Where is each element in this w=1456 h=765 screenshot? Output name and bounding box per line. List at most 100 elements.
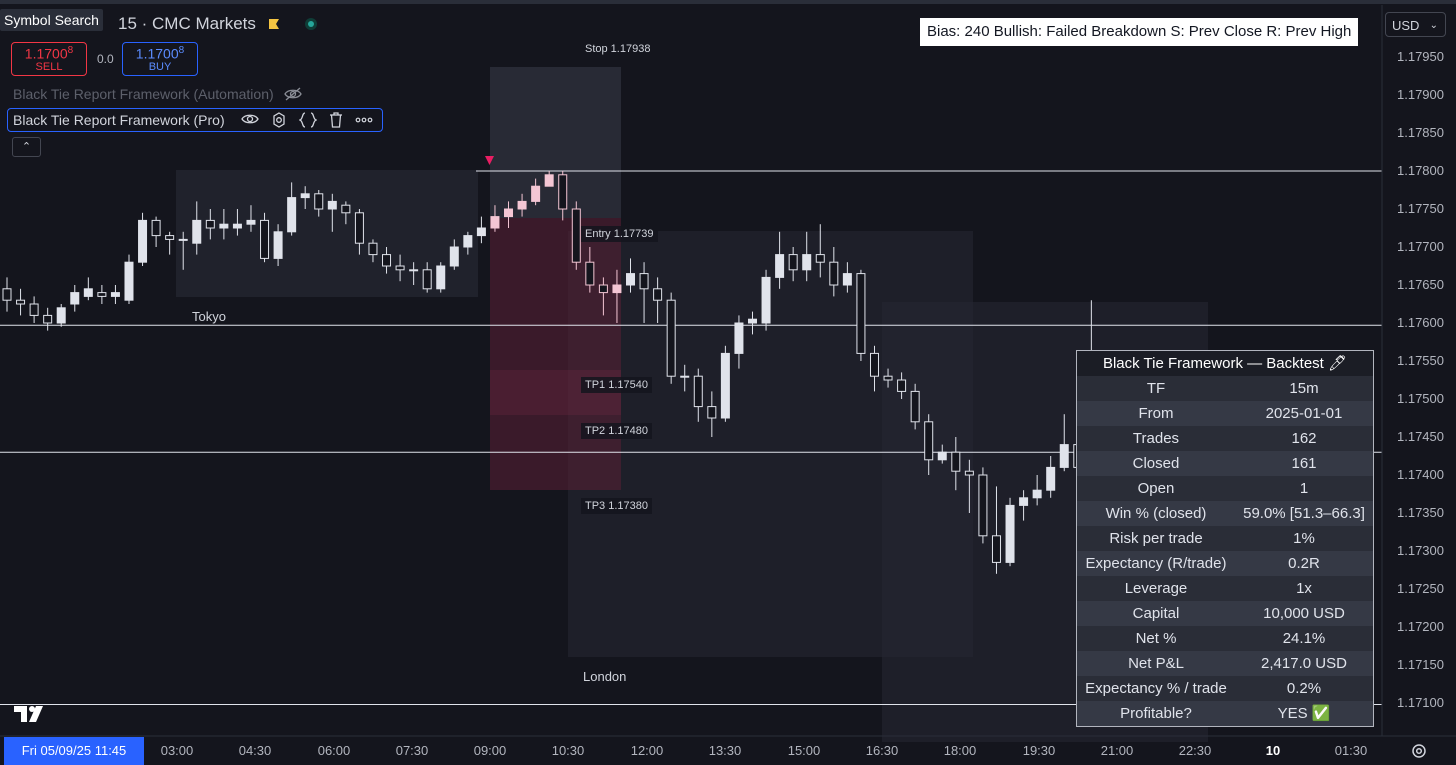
eye-hidden-icon[interactable] — [283, 87, 302, 101]
time-axis-label: 04:30 — [238, 743, 272, 758]
candlestick — [260, 212, 270, 263]
collapse-indicators-button[interactable]: ⌃ — [12, 137, 41, 157]
backtest-row: TF 15m — [1077, 376, 1373, 401]
candlestick — [273, 224, 283, 266]
candlestick — [382, 247, 392, 274]
candlestick — [463, 231, 473, 255]
candlestick — [97, 285, 107, 304]
tokyo-session-label: Tokyo — [192, 309, 226, 324]
backtest-row: Risk per trade 1% — [1077, 526, 1373, 551]
chevron-up-icon: ⌃ — [21, 141, 32, 153]
candlestick — [110, 285, 120, 304]
candlestick — [70, 285, 80, 312]
indicator-pro[interactable]: Black Tie Report Framework (Pro) — [7, 108, 383, 132]
price-axis-label: 1.17950 — [1397, 49, 1444, 64]
backtest-metric-label: Win % (closed) — [1105, 505, 1207, 522]
time-axis-label: 16:30 — [865, 743, 899, 758]
backtest-row: Profitable? YES ✅ — [1077, 701, 1373, 726]
candlestick — [924, 414, 934, 475]
candlestick — [788, 247, 798, 282]
sell-button[interactable]: 1.17008 SELL — [11, 42, 87, 76]
price-axis-label: 1.17700 — [1397, 239, 1444, 254]
candlestick — [1019, 490, 1029, 521]
sell-price: 1.17008 — [24, 45, 74, 62]
entry-marker — [485, 156, 494, 165]
backtest-metric-value: 2,417.0 USD — [1261, 655, 1347, 672]
candlestick — [138, 212, 148, 266]
candlestick — [747, 311, 757, 335]
symbol-title[interactable]: 15 · CMC Markets — [118, 14, 256, 33]
backtest-row: Leverage 1x — [1077, 576, 1373, 601]
backtest-metric-value: 0.2R — [1288, 555, 1320, 572]
backtest-metric-value: 162 — [1291, 430, 1317, 447]
backtest-metric-label: TF — [1146, 380, 1166, 397]
backtest-metric-label: Risk per trade — [1109, 530, 1203, 547]
candlestick — [124, 254, 134, 304]
indicator-automation[interactable]: Black Tie Report Framework (Automation) — [13, 86, 302, 102]
spread-value: 0.0 — [97, 52, 114, 66]
candlestick — [314, 190, 324, 217]
time-axis-label: 21:00 — [1100, 743, 1134, 758]
candlestick — [897, 372, 907, 399]
candlestick — [653, 277, 663, 323]
candlestick — [883, 368, 893, 388]
candlestick — [531, 178, 541, 206]
settings-icon[interactable] — [1409, 741, 1429, 761]
backtest-metric-value: 59.0% [51.3–66.3] — [1243, 505, 1365, 522]
candlestick — [341, 201, 351, 225]
time-axis-label: 10:30 — [551, 743, 585, 758]
candlestick — [964, 459, 974, 513]
backtest-metric-value: 161 — [1291, 455, 1317, 472]
candlestick — [937, 444, 947, 464]
target-zone — [490, 218, 621, 490]
candlestick — [707, 391, 717, 437]
stop-zone — [490, 67, 621, 218]
candlestick — [56, 304, 66, 327]
time-axis-label: 22:30 — [1178, 743, 1212, 758]
candlestick — [951, 437, 961, 491]
tp2-level-label: TP2 1.17480 — [581, 423, 652, 439]
backtest-metric-label: Profitable? — [1120, 705, 1192, 722]
candlestick — [151, 216, 161, 247]
trash-icon[interactable] — [329, 112, 343, 128]
more-options-icon[interactable] — [355, 112, 373, 128]
candlestick — [829, 247, 839, 297]
candlestick — [178, 231, 188, 270]
backtest-row: Capital 10,000 USD — [1077, 601, 1373, 626]
candlestick — [2, 277, 12, 312]
time-axis-label: 19:30 — [1022, 743, 1056, 758]
indicator-pro-label: Black Tie Report Framework (Pro) — [13, 112, 225, 128]
backtest-title: Black Tie Framework — Backtest 🖊 — [1077, 351, 1373, 376]
time-axis-label: 06:00 — [317, 743, 351, 758]
flag-icon[interactable] — [268, 18, 280, 30]
backtest-metric-value: 0.2% — [1286, 680, 1322, 697]
candlestick — [815, 224, 825, 278]
candlestick — [571, 201, 581, 270]
time-axis-label: 09:00 — [473, 743, 507, 758]
candlestick — [449, 239, 459, 270]
price-axis-label: 1.17550 — [1397, 353, 1444, 368]
time-axis-label: 03:00 — [160, 743, 194, 758]
backtest-metric-label: Net % — [1135, 630, 1177, 647]
candlestick — [205, 209, 215, 240]
candlestick — [639, 262, 649, 323]
chevron-down-icon: ⌄ — [1429, 20, 1438, 31]
eye-icon[interactable] — [240, 112, 259, 126]
buy-button[interactable]: 1.17008 BUY — [122, 42, 198, 76]
backtest-row: Net % 24.1% — [1077, 626, 1373, 651]
currency-select[interactable]: USD ⌄ — [1385, 12, 1446, 37]
tp1-level-label: TP1 1.17540 — [581, 377, 652, 393]
candlestick — [43, 307, 53, 331]
backtest-row: Net P&L 2,417.0 USD — [1077, 651, 1373, 676]
currency-value: USD — [1392, 18, 1420, 33]
candlestick — [544, 171, 554, 187]
candlestick — [504, 201, 514, 228]
settings-gear-icon[interactable] — [271, 112, 287, 128]
backtest-metric-value: 10,000 USD — [1263, 605, 1345, 622]
candlestick — [585, 247, 595, 293]
source-code-icon[interactable] — [298, 112, 317, 128]
sell-label: SELL — [35, 60, 63, 73]
backtest-metric-label: Trades — [1132, 430, 1180, 447]
candlestick — [517, 193, 527, 217]
tradingview-logo[interactable] — [14, 702, 50, 726]
